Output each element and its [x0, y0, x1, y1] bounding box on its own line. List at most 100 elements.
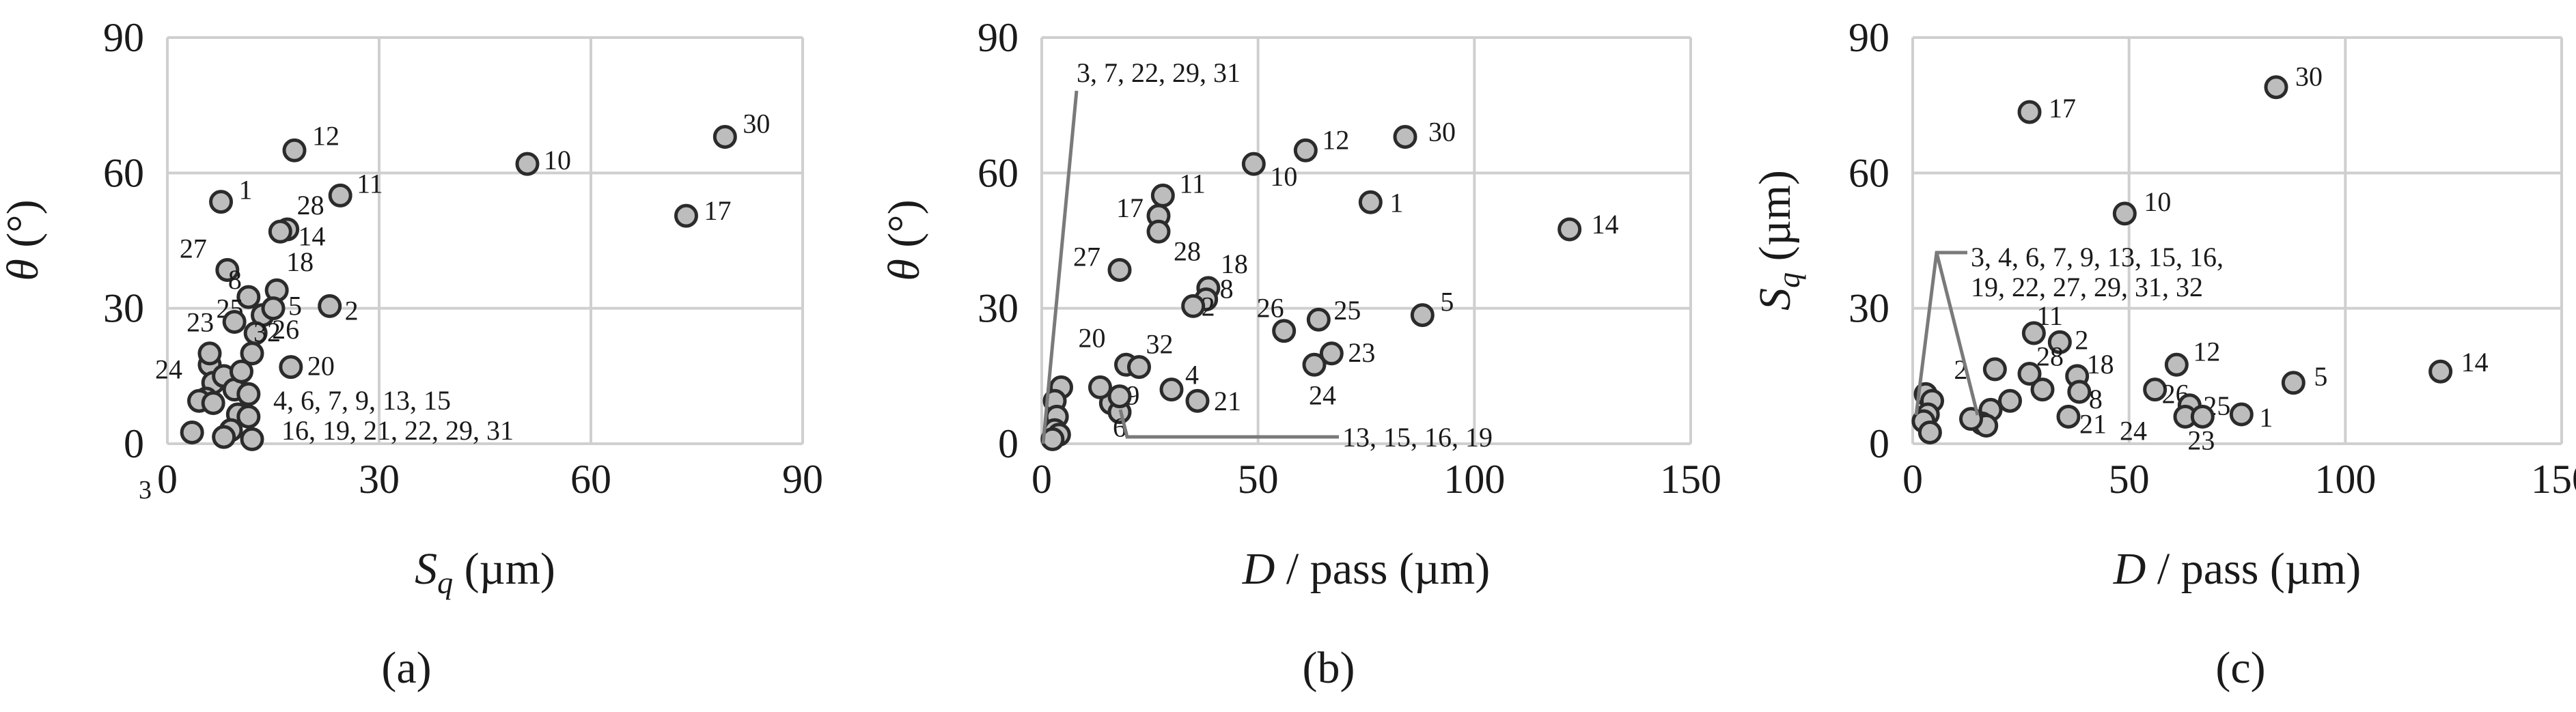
point-label-b-24: 24 [1309, 380, 1336, 410]
y-tick-a-3: 90 [103, 15, 144, 60]
data-point-a-0 [209, 190, 234, 214]
point-label-c-30: 30 [2295, 61, 2323, 92]
data-point-a-12 [261, 296, 286, 321]
data-point-a-9 [236, 285, 261, 309]
data-point-a-16 [240, 341, 264, 366]
data-point-a-5 [674, 203, 698, 228]
x-tick-c-1: 50 [2109, 457, 2150, 502]
annotations-b: 3, 7, 22, 29, 31 13, 15, 16, 19 [1041, 57, 1493, 453]
data-point-a-7 [268, 219, 292, 244]
point-label-c-23: 23 [2187, 425, 2215, 455]
data-point-a-31 [180, 420, 204, 444]
annotation-c-2: 19, 22, 27, 29, 31, 32 [1971, 272, 2203, 302]
point-label-a-14: 14 [298, 220, 325, 251]
point-label-c-5: 5 [2314, 361, 2327, 392]
data-point-a-32 [212, 425, 236, 449]
x-axis-label-b: D / pass (µm) [1242, 544, 1491, 594]
data-point-c-8 [1982, 357, 2007, 382]
leader-line-b-2 [1118, 409, 1339, 439]
y-tick-a-2: 60 [103, 150, 144, 195]
point-label-b-14: 14 [1592, 209, 1619, 240]
data-point-c-2 [2112, 201, 2137, 226]
x-tick-a-2: 60 [570, 457, 611, 502]
data-point-b-23 [1088, 375, 1112, 399]
y-tick-a-1: 30 [103, 286, 144, 331]
data-point-a-23 [230, 359, 253, 384]
data-point-b-5 [1557, 217, 1582, 242]
point-label-b-32: 32 [1146, 329, 1174, 360]
data-point-a-2 [328, 183, 352, 208]
panel-c: 0 50 100 150 0 30 60 90 D / pass (µm) Sq (µm) 30 17… [1750, 15, 2576, 693]
data-point-b-3 [1150, 183, 1175, 208]
annotation-c-1: 3, 4, 6, 7, 9, 13, 15, 16, [1971, 242, 2224, 272]
x-tick-b-1: 50 [1238, 457, 1279, 502]
point-label-a-26: 26 [272, 314, 299, 345]
data-point-b-7 [1146, 219, 1171, 244]
data-point-b-18 [1127, 355, 1151, 380]
data-point-c-18 [2030, 378, 2055, 402]
point-label-a-1: 1 [239, 175, 253, 205]
point-label-c-1: 1 [2259, 402, 2273, 433]
y-tick-c-2: 60 [1848, 150, 1889, 195]
x-tick-c-2: 100 [2314, 457, 2376, 502]
y-tick-b-0: 0 [998, 421, 1019, 466]
x-axis-label-c: D / pass (µm) [2113, 544, 2362, 594]
data-point-a-3 [515, 152, 540, 176]
data-point-b-12 [1272, 319, 1297, 343]
data-point-a-13 [318, 294, 342, 318]
data-point-c-3 [2428, 359, 2453, 384]
point-label-b-17: 17 [1116, 193, 1144, 223]
x-tick-a-1: 30 [359, 457, 400, 502]
point-label-a-12: 12 [312, 120, 340, 151]
point-label-b-26: 26 [1257, 293, 1284, 324]
point-label-b-12: 12 [1322, 124, 1349, 155]
point-label-a-24: 24 [155, 354, 182, 384]
y-tick-b-2: 60 [978, 150, 1019, 195]
data-point-a-29 [236, 404, 261, 429]
point-label-a-10: 10 [544, 145, 571, 175]
point-label-b-28: 28 [1174, 236, 1201, 266]
data-point-b-20 [1159, 378, 1184, 402]
data-point-b-21 [1185, 388, 1210, 413]
annotation-b-1: 3, 7, 22, 29, 31 [1077, 57, 1241, 88]
data-point-c-9 [2017, 362, 2042, 386]
point-label-a-2: 2 [345, 295, 359, 326]
data-point-b-11 [1181, 294, 1206, 318]
y-axis-label-b: θ (°) [879, 199, 929, 281]
plot-area-c: 0 50 100 150 0 30 60 90 D / pass (µm) Sq (µm) 30 17… [1750, 15, 2576, 594]
data-point-a-27 [201, 391, 225, 415]
point-label-c-8: 8 [2089, 384, 2103, 414]
panel-label-a: (a) [381, 643, 431, 693]
point-label-b-10: 10 [1270, 161, 1297, 192]
data-point-c-14 [2056, 404, 2081, 429]
point-label-c-11: 11 [2036, 300, 2063, 331]
data-point-b-0 [1293, 138, 1318, 162]
point-label-c-17: 17 [2049, 93, 2076, 124]
x-tick-b-3: 150 [1660, 457, 1721, 502]
point-label-a-8: 8 [228, 264, 242, 295]
point-label-b-2: 2 [1202, 291, 1215, 322]
data-point-b-14 [1410, 303, 1435, 328]
point-label-b-11: 11 [1179, 168, 1206, 199]
point-label-b-21: 21 [1214, 386, 1241, 416]
data-point-c-0 [2264, 75, 2288, 100]
annotations-a: 4, 6, 7, 9, 13, 15 16, 19, 21, 22, 29, 3… [139, 385, 514, 504]
annotation-a-1: 4, 6, 7, 9, 13, 15 [273, 385, 451, 416]
data-point-c-17 [2229, 402, 2254, 427]
x-tick-b-0: 0 [1031, 457, 1052, 502]
data-point-c-16 [2190, 404, 2215, 429]
data-point-a-4 [712, 124, 737, 149]
y-tick-c-3: 90 [1848, 15, 1889, 60]
data-point-c-4 [2281, 371, 2305, 395]
point-label-c-21: 21 [2079, 408, 2107, 439]
data-point-a-1 [282, 138, 307, 162]
point-label-b-30: 30 [1428, 116, 1456, 147]
point-label-c-14: 14 [2461, 347, 2489, 378]
data-point-a-17 [279, 355, 303, 380]
x-tick-b-2: 100 [1443, 457, 1505, 502]
data-point-c-11 [2067, 380, 2092, 404]
point-label-b-27: 27 [1073, 241, 1100, 272]
